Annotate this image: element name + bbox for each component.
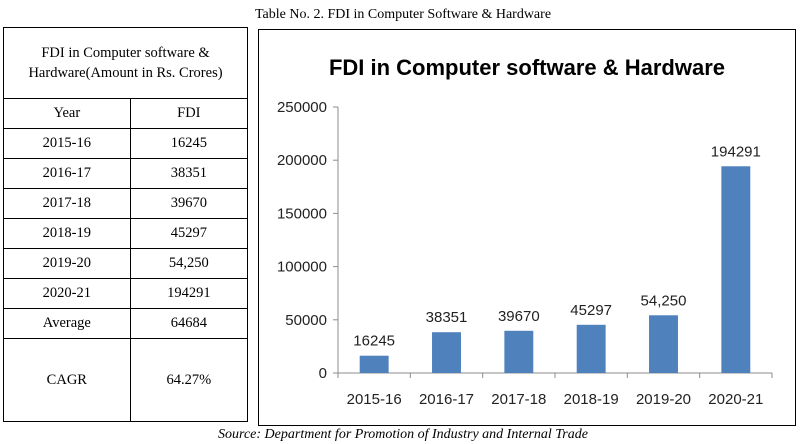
y-tick-label: 250000 xyxy=(277,99,327,116)
x-tick-label: 2020-21 xyxy=(708,391,763,408)
data-label: 16245 xyxy=(353,333,395,350)
chart-container: FDI in Computer software & Hardware 0 500… xyxy=(258,29,796,426)
data-label: 45297 xyxy=(570,302,612,319)
year-cell: 2019-20 xyxy=(3,248,131,279)
bar xyxy=(359,355,389,373)
fdi-cell: 38351 xyxy=(129,158,249,189)
fdi-cell: 194291 xyxy=(129,278,249,309)
data-label: 194291 xyxy=(711,143,761,160)
x-tick-label: 2019-20 xyxy=(636,391,691,408)
table-row: 2019-20 54,250 xyxy=(3,248,249,279)
cagr-value: 64.27% xyxy=(129,338,249,422)
y-tick-label: 200000 xyxy=(277,152,327,169)
x-tick-label: 2016-17 xyxy=(419,391,474,408)
cagr-label: CAGR xyxy=(3,338,131,422)
bar xyxy=(576,324,606,373)
table-row: 2018-19 45297 xyxy=(3,218,249,249)
x-tick-label: 2018-19 xyxy=(564,391,619,408)
fdi-cell: 16245 xyxy=(129,128,249,159)
table-header: FDI in Computer software & Hardware(Amou… xyxy=(3,27,248,99)
year-cell: 2015-16 xyxy=(3,128,131,159)
average-row: Average 64684 xyxy=(3,308,249,339)
data-label: 54,250 xyxy=(641,292,687,309)
source-note: Source: Department for Promotion of Indu… xyxy=(218,427,588,442)
bar xyxy=(649,315,678,373)
table-row: 2017-18 39670 xyxy=(3,188,249,219)
y-tick-label: 50000 xyxy=(285,312,327,329)
y-tick-label: 0 xyxy=(319,365,327,382)
year-cell: 2016-17 xyxy=(3,158,131,189)
table-caption: Table No. 2. FDI in Computer Software & … xyxy=(254,7,552,22)
bar xyxy=(432,332,461,373)
column-header-fdi: FDI xyxy=(129,98,249,129)
column-header-year: Year xyxy=(3,98,131,129)
table-row: 2016-17 38351 xyxy=(3,158,249,189)
table-row: 2020-21 194291 xyxy=(3,278,249,309)
year-cell: 2017-18 xyxy=(3,188,131,219)
chart-title: FDI in Computer software & Hardware xyxy=(329,55,725,80)
data-label: 39670 xyxy=(498,308,540,325)
fdi-table: FDI in Computer software & Hardware(Amou… xyxy=(3,27,249,422)
year-cell: 2020-21 xyxy=(3,278,131,309)
table-row: 2015-16 16245 xyxy=(3,128,249,159)
data-label: 38351 xyxy=(426,309,468,326)
cagr-row: CAGR 64.27% xyxy=(3,338,249,422)
fdi-cell: 45297 xyxy=(129,218,249,249)
x-tick-label: 2017-18 xyxy=(491,391,546,408)
bar xyxy=(721,166,751,373)
average-value: 64684 xyxy=(129,308,249,339)
bar-chart: FDI in Computer software & Hardware 0 500… xyxy=(277,55,773,408)
average-label: Average xyxy=(3,308,131,339)
year-cell: 2018-19 xyxy=(3,218,131,249)
bar xyxy=(504,330,534,373)
x-tick-label: 2015-16 xyxy=(347,391,402,408)
fdi-cell: 54,250 xyxy=(129,248,249,279)
y-tick-label: 150000 xyxy=(277,205,327,222)
y-tick-label: 100000 xyxy=(277,259,327,276)
fdi-cell: 39670 xyxy=(129,188,249,219)
